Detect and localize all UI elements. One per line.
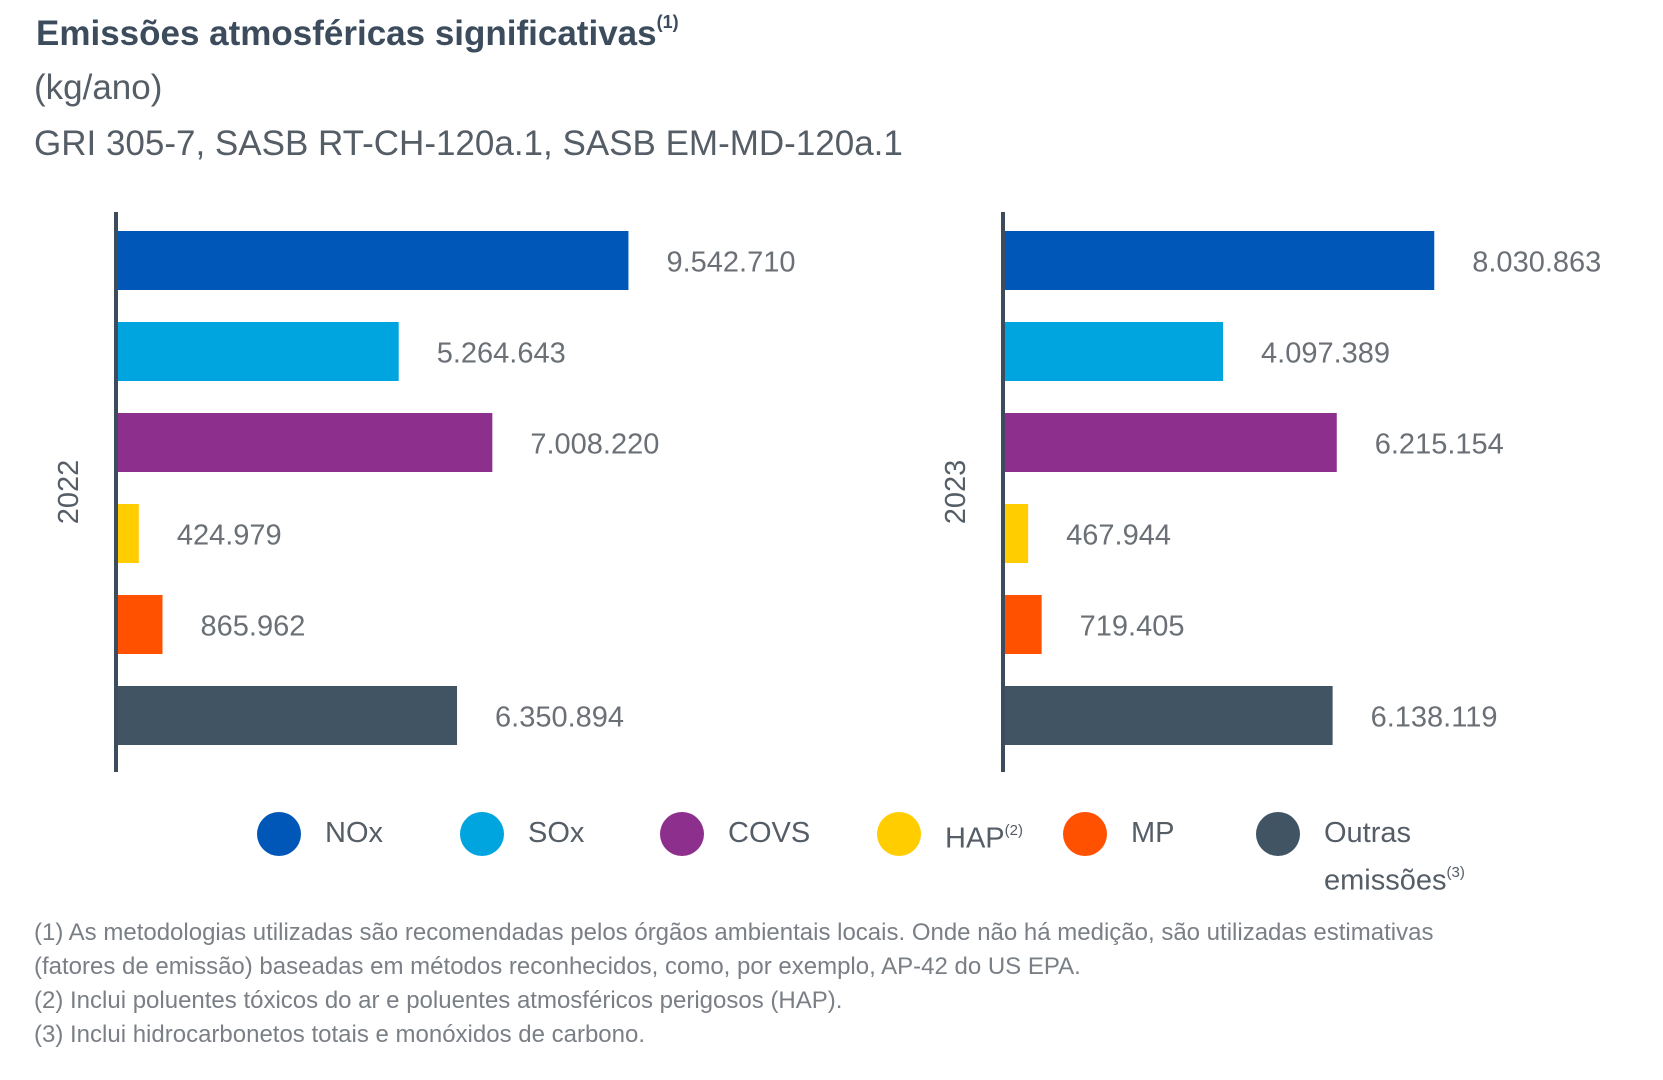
value-label-2022-sox: 5.264.643 <box>437 338 566 370</box>
chart-panel-2023: 8.030.863 4.097.389 6.215.154 467.944 719.40… <box>940 212 1601 772</box>
legend-item-mp: MP <box>1063 812 1175 856</box>
value-label-2023-mp: 719.405 <box>1080 611 1185 643</box>
legend-item-hap: HAP(2) <box>877 812 1023 860</box>
legend-label-hap: HAP(2) <box>945 812 1023 860</box>
value-label-2022-hap: 424.979 <box>177 520 282 552</box>
bar-2023-covs <box>1003 413 1337 472</box>
legend-text-mp: MP <box>1131 817 1175 849</box>
chart-title-text: Emissões atmosféricas significativas <box>36 14 657 53</box>
bar-2023-mp <box>1003 595 1042 654</box>
chart-unit: (kg/ano) <box>34 68 163 107</box>
bar-2022-mp <box>116 595 163 654</box>
legend-text-covs: COVS <box>728 817 811 849</box>
bar-2022-hap <box>116 504 139 563</box>
value-label-2023-sox: 4.097.389 <box>1261 338 1390 370</box>
bar-2022-sox <box>116 322 399 381</box>
footnote-1-line-1: (1) As metodologias utilizadas são recom… <box>34 919 1434 946</box>
panel-label-2023: 2023 <box>940 460 972 525</box>
chart-title: Emissões atmosféricas significativas(1) <box>36 12 679 54</box>
legend-swatch-mp <box>1063 812 1107 856</box>
bar-2022-nox <box>116 231 629 290</box>
legend-swatch-sox <box>460 812 504 856</box>
legend-label-mp: MP <box>1131 812 1175 854</box>
value-label-2022-outras-emissões: 6.350.894 <box>495 702 624 734</box>
charts-area: 9.542.710 5.264.643 7.008.220 424.979 865.96… <box>53 212 1601 772</box>
legend-text-hap: HAP <box>945 822 1005 855</box>
bar-2022-outras-emissões <box>116 686 458 745</box>
legend-swatch-hap <box>877 812 921 856</box>
legend-note-outras: (3) <box>1446 864 1465 881</box>
footnote-3: (3) Inclui hidrocarbonetos totais e monó… <box>34 1021 646 1048</box>
legend-item-nox: NOx <box>257 812 383 856</box>
legend-item-outras: Outras emissões(3) <box>1256 812 1465 902</box>
legend-swatch-nox <box>257 812 301 856</box>
legend-text-nox: NOx <box>325 817 383 849</box>
footnotes: (1) As metodologias utilizadas são recom… <box>34 916 1644 1052</box>
value-label-2023-covs: 6.215.154 <box>1375 429 1504 461</box>
title-footnote-ref: (1) <box>656 12 679 33</box>
value-label-2022-covs: 7.008.220 <box>530 429 659 461</box>
bar-2022-covs <box>116 413 493 472</box>
legend-text-outras-line2: emissões <box>1324 864 1447 897</box>
chart-panel-2022: 9.542.710 5.264.643 7.008.220 424.979 865.96… <box>53 212 795 772</box>
footnote-1-line-2: (fatores de emissão) baseadas em métodos… <box>34 953 1081 980</box>
bar-2023-outras-emissões <box>1003 686 1333 745</box>
legend-label-nox: NOx <box>325 812 383 854</box>
legend-swatch-outras <box>1256 812 1300 856</box>
legend-label-covs: COVS <box>728 812 810 854</box>
legend-label-sox: SOx <box>528 812 584 854</box>
panel-label-2022: 2022 <box>53 460 85 525</box>
footnote-2: (2) Inclui poluentes tóxicos do ar e pol… <box>34 987 843 1014</box>
value-label-2022-nox: 9.542.710 <box>666 247 795 279</box>
legend-item-sox: SOx <box>460 812 584 856</box>
reference-codes: GRI 305-7, SASB RT-CH-120a.1, SASB EM-MD… <box>34 124 903 163</box>
bar-2023-sox <box>1003 322 1224 381</box>
legend-item-covs: COVS <box>660 812 810 856</box>
value-label-2022-mp: 865.962 <box>201 611 306 643</box>
value-label-2023-outras-emissões: 6.138.119 <box>1371 702 1498 734</box>
legend-swatch-covs <box>660 812 704 856</box>
legend-note-hap: (2) <box>1004 822 1023 839</box>
bar-2023-nox <box>1003 231 1435 290</box>
value-label-2023-hap: 467.944 <box>1066 520 1171 552</box>
legend-label-outras: Outras emissões(3) <box>1324 812 1465 902</box>
legend-text-sox: SOx <box>528 817 585 849</box>
value-label-2023-nox: 8.030.863 <box>1472 247 1601 279</box>
bar-2023-hap <box>1003 504 1029 563</box>
legend: NOx SOx COVS HAP(2) MP Outras emissões(3) <box>0 812 1663 902</box>
legend-text-outras: Outras <box>1324 817 1412 849</box>
